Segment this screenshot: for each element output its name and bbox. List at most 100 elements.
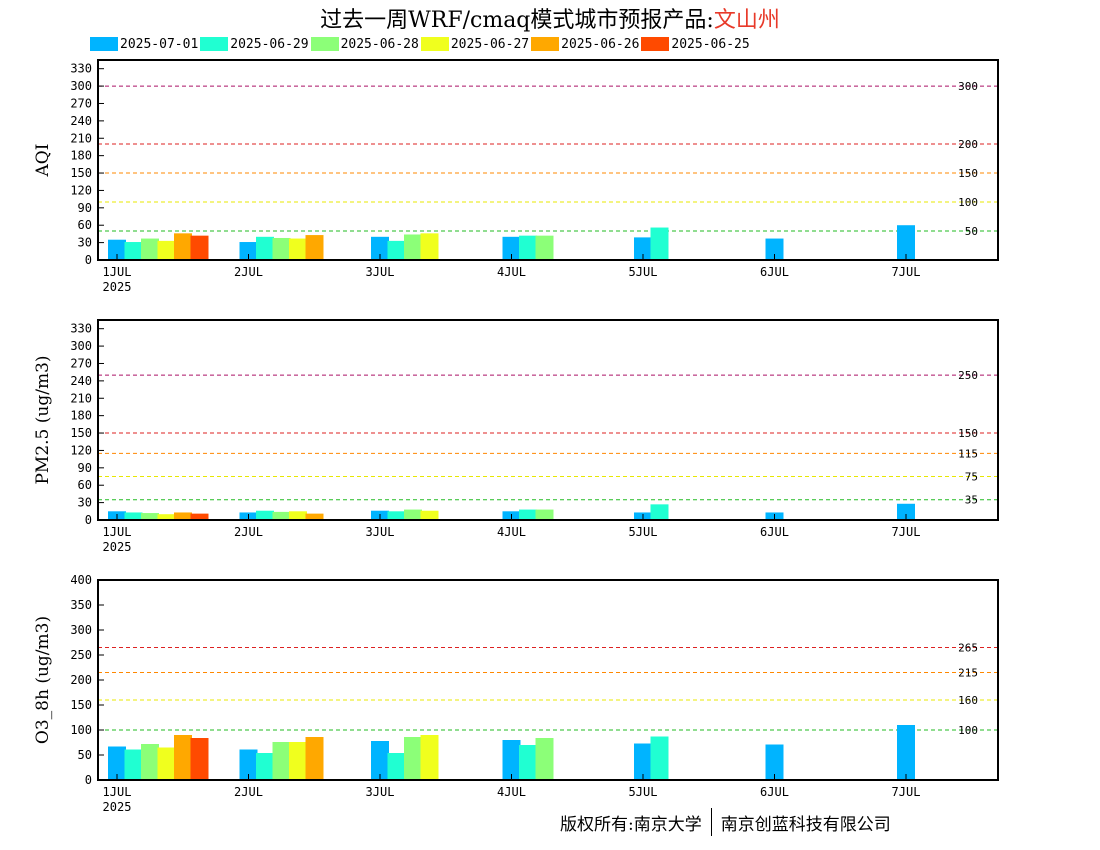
bar xyxy=(765,238,784,260)
bar xyxy=(519,745,537,780)
bar xyxy=(108,746,126,780)
legend-swatch xyxy=(310,37,339,51)
legend-swatch xyxy=(531,37,560,51)
threshold-label: 150 xyxy=(958,167,978,180)
bar xyxy=(174,735,192,780)
y-tick-label: 30 xyxy=(78,236,92,250)
legend-swatch xyxy=(641,37,670,51)
y-tick-label: 30 xyxy=(78,496,92,510)
copyright-left: 版权所有:南京大学 xyxy=(560,814,702,835)
threshold-label: 150 xyxy=(958,427,978,440)
legend-label: 2025-07-01 xyxy=(120,36,199,52)
y-tick-label: 0 xyxy=(85,253,92,267)
x-tick-label: 7JUL xyxy=(892,525,921,539)
bar xyxy=(897,225,915,260)
threshold-label: 50 xyxy=(965,225,978,238)
y-tick-label: 50 xyxy=(78,748,92,762)
y-tick-label: 90 xyxy=(78,461,92,475)
y-tick-label: 330 xyxy=(70,322,92,336)
y-axis-label: O3_8h (ug/m3) xyxy=(33,616,53,744)
bar xyxy=(272,237,291,260)
footer-separator xyxy=(710,808,712,836)
bar xyxy=(190,235,209,260)
bar xyxy=(239,242,258,260)
bar xyxy=(305,513,324,520)
legend-item: 2025-06-27 xyxy=(420,35,529,53)
y-tick-label: 210 xyxy=(70,391,92,405)
x-tick-label: 6JUL xyxy=(760,265,789,279)
plot-frame xyxy=(97,59,999,261)
x-tick-label: 1JUL xyxy=(103,525,132,539)
bar xyxy=(239,749,258,780)
bar xyxy=(502,740,521,780)
bar xyxy=(502,236,521,260)
bar xyxy=(371,741,389,780)
bar xyxy=(404,737,422,780)
y-tick-label: 270 xyxy=(70,356,92,370)
x-tick-label: 1JUL xyxy=(103,785,132,799)
y-tick-label: 210 xyxy=(70,131,92,145)
threshold-label: 115 xyxy=(958,447,978,460)
bar xyxy=(371,236,389,260)
y-axis-label: PM2.5 (ug/m3) xyxy=(33,355,53,484)
legend-item: 2025-06-25 xyxy=(641,35,750,53)
bar xyxy=(634,743,652,780)
y-tick-label: 0 xyxy=(85,773,92,787)
y-tick-label: 200 xyxy=(70,673,92,687)
bar xyxy=(157,240,176,260)
chart-legend: 2025-07-01 2025-06-29 2025-06-28 2025-06-27… xyxy=(90,35,752,53)
y-tick-label: 300 xyxy=(70,623,92,637)
y-tick-label: 90 xyxy=(78,201,92,215)
bar xyxy=(108,239,126,260)
legend-item: 2025-06-29 xyxy=(200,35,309,53)
legend-swatch xyxy=(420,37,449,51)
x-tick-label: 5JUL xyxy=(629,525,658,539)
threshold-label: 265 xyxy=(958,642,978,655)
bar xyxy=(305,235,324,260)
y-tick-label: 400 xyxy=(70,573,92,587)
threshold-label: 215 xyxy=(958,667,978,680)
y-tick-label: 60 xyxy=(78,478,92,492)
bar xyxy=(174,512,192,520)
bar xyxy=(157,514,176,520)
y-tick-label: 150 xyxy=(70,426,92,440)
legend-label: 2025-06-25 xyxy=(671,36,750,52)
legend-label: 2025-06-29 xyxy=(230,36,309,52)
legend-swatch xyxy=(90,37,118,51)
bar xyxy=(519,509,537,520)
threshold-label: 160 xyxy=(958,694,978,707)
x-tick-label: 2JUL xyxy=(234,265,263,279)
bar xyxy=(289,511,307,520)
x-tick-label: 2JUL xyxy=(234,785,263,799)
bar xyxy=(897,725,915,780)
x-tick-label: 7JUL xyxy=(892,265,921,279)
bar xyxy=(650,736,669,780)
bar xyxy=(272,742,291,780)
bar xyxy=(124,749,143,780)
bar xyxy=(387,511,406,520)
bar xyxy=(634,237,652,260)
threshold-label: 200 xyxy=(958,138,978,151)
bar xyxy=(157,747,176,780)
plot-frame xyxy=(97,319,999,521)
threshold-label: 100 xyxy=(958,196,978,209)
page-title: 过去一周WRF/cmaq模式城市预报产品:文山州 xyxy=(0,2,1100,34)
title-prefix: 过去一周WRF/cmaq模式城市预报产品: xyxy=(320,8,714,33)
legend-item: 2025-07-01 xyxy=(90,35,198,53)
x-tick-label: 2JUL xyxy=(234,525,263,539)
x-tick-label: 4JUL xyxy=(497,785,526,799)
title-city: 文山州 xyxy=(713,8,780,33)
bar xyxy=(141,513,159,520)
bar xyxy=(650,504,669,520)
x-tick-label: 3JUL xyxy=(366,785,395,799)
x-tick-label: 5JUL xyxy=(629,785,658,799)
bar xyxy=(141,238,159,260)
x-tick-label: 6JUL xyxy=(760,785,789,799)
y-tick-label: 240 xyxy=(70,374,92,388)
y-tick-label: 180 xyxy=(70,149,92,163)
legend-item: 2025-06-26 xyxy=(531,35,639,53)
x-tick-year-label: 2025 xyxy=(103,540,132,554)
y-tick-label: 250 xyxy=(70,648,92,662)
bar xyxy=(535,738,554,780)
threshold-label: 75 xyxy=(965,471,978,484)
